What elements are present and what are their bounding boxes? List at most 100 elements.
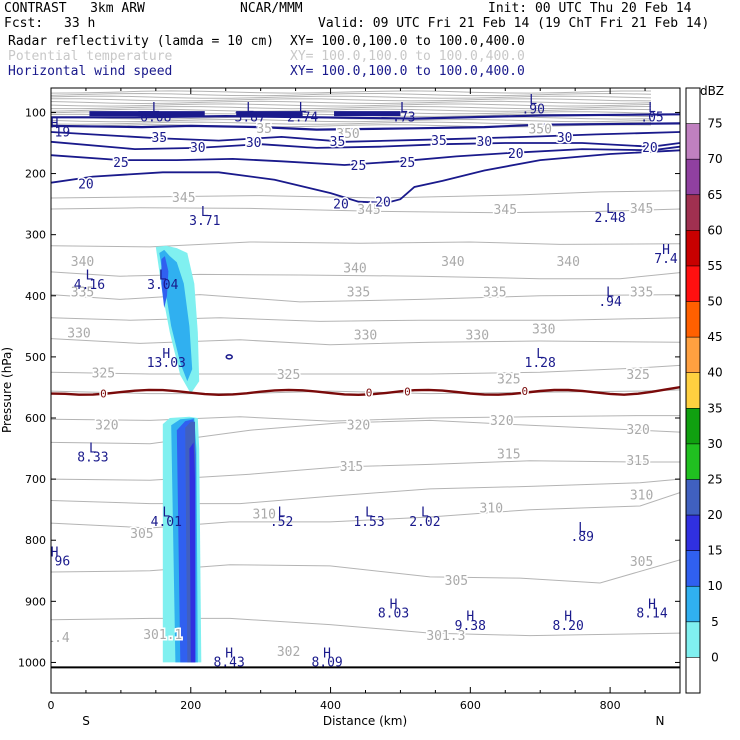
y-tick-label: 500 [25,351,46,364]
x-tick-label: 600 [460,699,481,712]
theta-contour-upper [51,124,652,128]
reflectivity-shading [161,256,169,308]
colorbar-label: 60 [707,223,722,237]
theta-contour-upper [51,108,652,112]
model-title: CONTRAST 3km ARW [4,1,145,16]
theta-contour [51,460,680,481]
field-name-reflectivity: Radar reflectivity (lamda = 10 cm) [8,34,275,49]
theta-label: 320 [95,418,118,433]
colorbar-swatch [686,230,700,267]
colorbar-swatch [686,159,700,196]
colorbar-label: 65 [707,188,722,202]
colorbar-label: 75 [707,117,722,131]
x-tick-label: 200 [180,699,201,712]
theta-contour-upper [51,100,652,105]
theta-label: 310 [480,501,503,516]
extremum-marker: L [89,442,97,457]
extremum-value: 8.03 [378,607,409,622]
colorbar-swatch [686,265,700,302]
extremum-marker: L [529,93,537,108]
theta-label: 305 [445,574,468,589]
colorbar-swatch [686,88,700,125]
theta-label: 301.1 [143,628,182,643]
colorbar-label: 50 [707,295,722,309]
wind-contour [51,140,680,151]
theta-contour [51,478,680,505]
north-label: N [656,714,665,728]
wind-speed-label: 30 [476,135,492,150]
colorbar-swatch [686,550,700,587]
extremum-value: .52 [270,515,293,530]
extremum-value: 4.01 [151,515,182,530]
theta-contour [51,559,680,584]
extremum-value: 9.38 [455,619,486,634]
extremum-marker: L [578,521,586,536]
y-axis-title: Pressure (hPa) [0,347,14,433]
extremum-value: 2.48 [594,211,625,226]
colorbar-swatch [686,621,700,658]
extremum-value: 2.96 [39,555,70,570]
extremum-marker: H [466,610,474,625]
extremum-value: 13.03 [147,356,186,371]
colorbar-swatch [686,408,700,445]
theta-label: 340 [441,255,464,270]
extremum-value: 1.53 [353,515,384,530]
y-tick-label: 200 [25,168,46,181]
extremum-marker: L [536,347,544,362]
theta-label: 310 [252,508,275,523]
colorbar-label: 25 [707,472,722,486]
extremum-value: 8.09 [311,655,342,670]
theta-label: 345 [494,203,517,218]
theta-label: 335 [71,286,94,301]
theta-label: 35 [256,122,272,137]
extremum-value: .89 [570,530,593,545]
freezing-level-line [51,386,680,397]
theta-label: 345 [357,203,380,218]
wind-contour [51,113,680,120]
extremum-marker: H [564,610,572,625]
extremum-marker: L [159,269,167,284]
reflectivity-shading [189,442,195,663]
freezing-level-label: 0 [366,386,373,399]
extremum-value: 8.14 [636,607,667,622]
theta-label: 335 [347,286,370,301]
wind-contour [51,131,680,143]
extremum-value: .90 [521,102,544,117]
extremum-marker: L [278,506,286,521]
theta-label: 350 [528,123,551,138]
extremum-value: 6.08 [140,110,171,125]
extremum-marker: L [299,101,307,116]
extremum-value: 8.20 [553,619,584,634]
south-label: S [82,714,90,728]
wind-speed-label: 30 [557,131,573,146]
theta-label: 340 [71,255,94,270]
field-xy-theta: XY= 100.0,100.0 to 100.0,400.0 [290,49,525,64]
y-tick-label: 100 [25,106,46,119]
theta-contour [51,364,680,375]
colorbar-swatch [686,194,700,231]
extremum-marker: L [365,506,373,521]
extremum-value: 8.43 [214,655,245,670]
x-axis-title: Distance (km) [323,714,407,728]
theta-contour-upper [51,98,652,102]
theta-label: 325 [626,368,649,383]
organization-label: NCAR/MMM [240,1,303,16]
extremum-marker: L [246,101,254,116]
colorbar-label: 15 [707,544,722,558]
wind-speed-label: 30 [190,141,206,156]
valid-time: Valid: 09 UTC Fri 21 Feb 14 (19 ChT Fri … [318,16,710,31]
wind-contour [51,145,680,166]
colorbar-label: 0 [711,650,719,664]
y-tick-label: 1000 [18,656,46,669]
theta-label: 335 [483,286,506,301]
extremum-value: 8.33 [77,451,108,466]
colorbar-swatch [686,372,700,409]
freezing-level-label: 0 [100,388,107,401]
extremum-marker: H [648,597,656,612]
colorbar-label: 5 [711,615,719,629]
extremum-value: 4.16 [74,278,105,293]
field-name-theta: Potential temperature [8,49,173,64]
y-tick-label: 700 [25,473,46,486]
extremum-marker: L [606,286,614,301]
